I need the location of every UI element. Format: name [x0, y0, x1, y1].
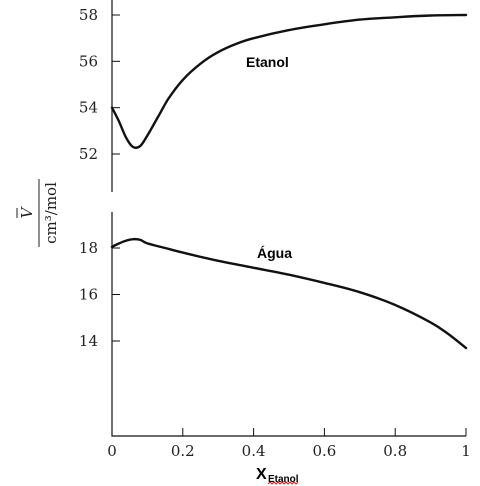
top-panel: 52 54 56 58 Etanol	[79, 0, 468, 192]
x-tick-label: 0.8	[383, 442, 407, 460]
top-panel-y-ticks: 52 54 56 58	[79, 6, 120, 163]
series-line-etanol	[110, 13, 468, 149]
x-tick-label: 0.6	[312, 442, 336, 460]
series-label-etanol: Etanol	[246, 54, 289, 70]
y-axis-label-symbol: V	[18, 205, 36, 218]
x-tick-label: 0.2	[171, 442, 195, 460]
x-tick-label: 1	[461, 442, 471, 460]
series-label-agua: Água	[257, 245, 292, 261]
top-y-tick-label: 54	[79, 99, 98, 117]
y-axis-label-unit: cm³/mol	[42, 182, 60, 244]
top-panel-series	[110, 13, 468, 149]
bottom-y-tick-label: 16	[79, 286, 98, 304]
series-line-agua	[110, 237, 468, 350]
bottom-panel-y-ticks: 14 16 18	[79, 239, 120, 350]
x-axis-label-main: X	[256, 466, 267, 483]
bottom-panel-series	[110, 237, 468, 350]
x-axis-ticks: 0 0.2 0.4 0.6 0.8 1	[107, 428, 471, 460]
bottom-y-tick-label: 14	[79, 332, 98, 350]
top-y-tick-label: 58	[79, 6, 98, 24]
top-y-tick-label: 56	[79, 52, 98, 70]
bottom-panel: 14 16 18 0 0.2 0.4 0.6 0.8 1 Água	[79, 212, 471, 460]
x-axis-label-subscript: Etanol	[268, 474, 299, 485]
y-axis-label: V cm³/mol	[16, 179, 60, 247]
x-tick-label: 0.4	[242, 442, 266, 460]
spellcheck-underline	[267, 481, 299, 485]
x-tick-label: 0	[107, 442, 117, 460]
bottom-y-tick-label: 18	[79, 239, 98, 257]
top-y-tick-label: 52	[79, 145, 98, 163]
x-axis-label: X Etanol	[256, 466, 299, 485]
